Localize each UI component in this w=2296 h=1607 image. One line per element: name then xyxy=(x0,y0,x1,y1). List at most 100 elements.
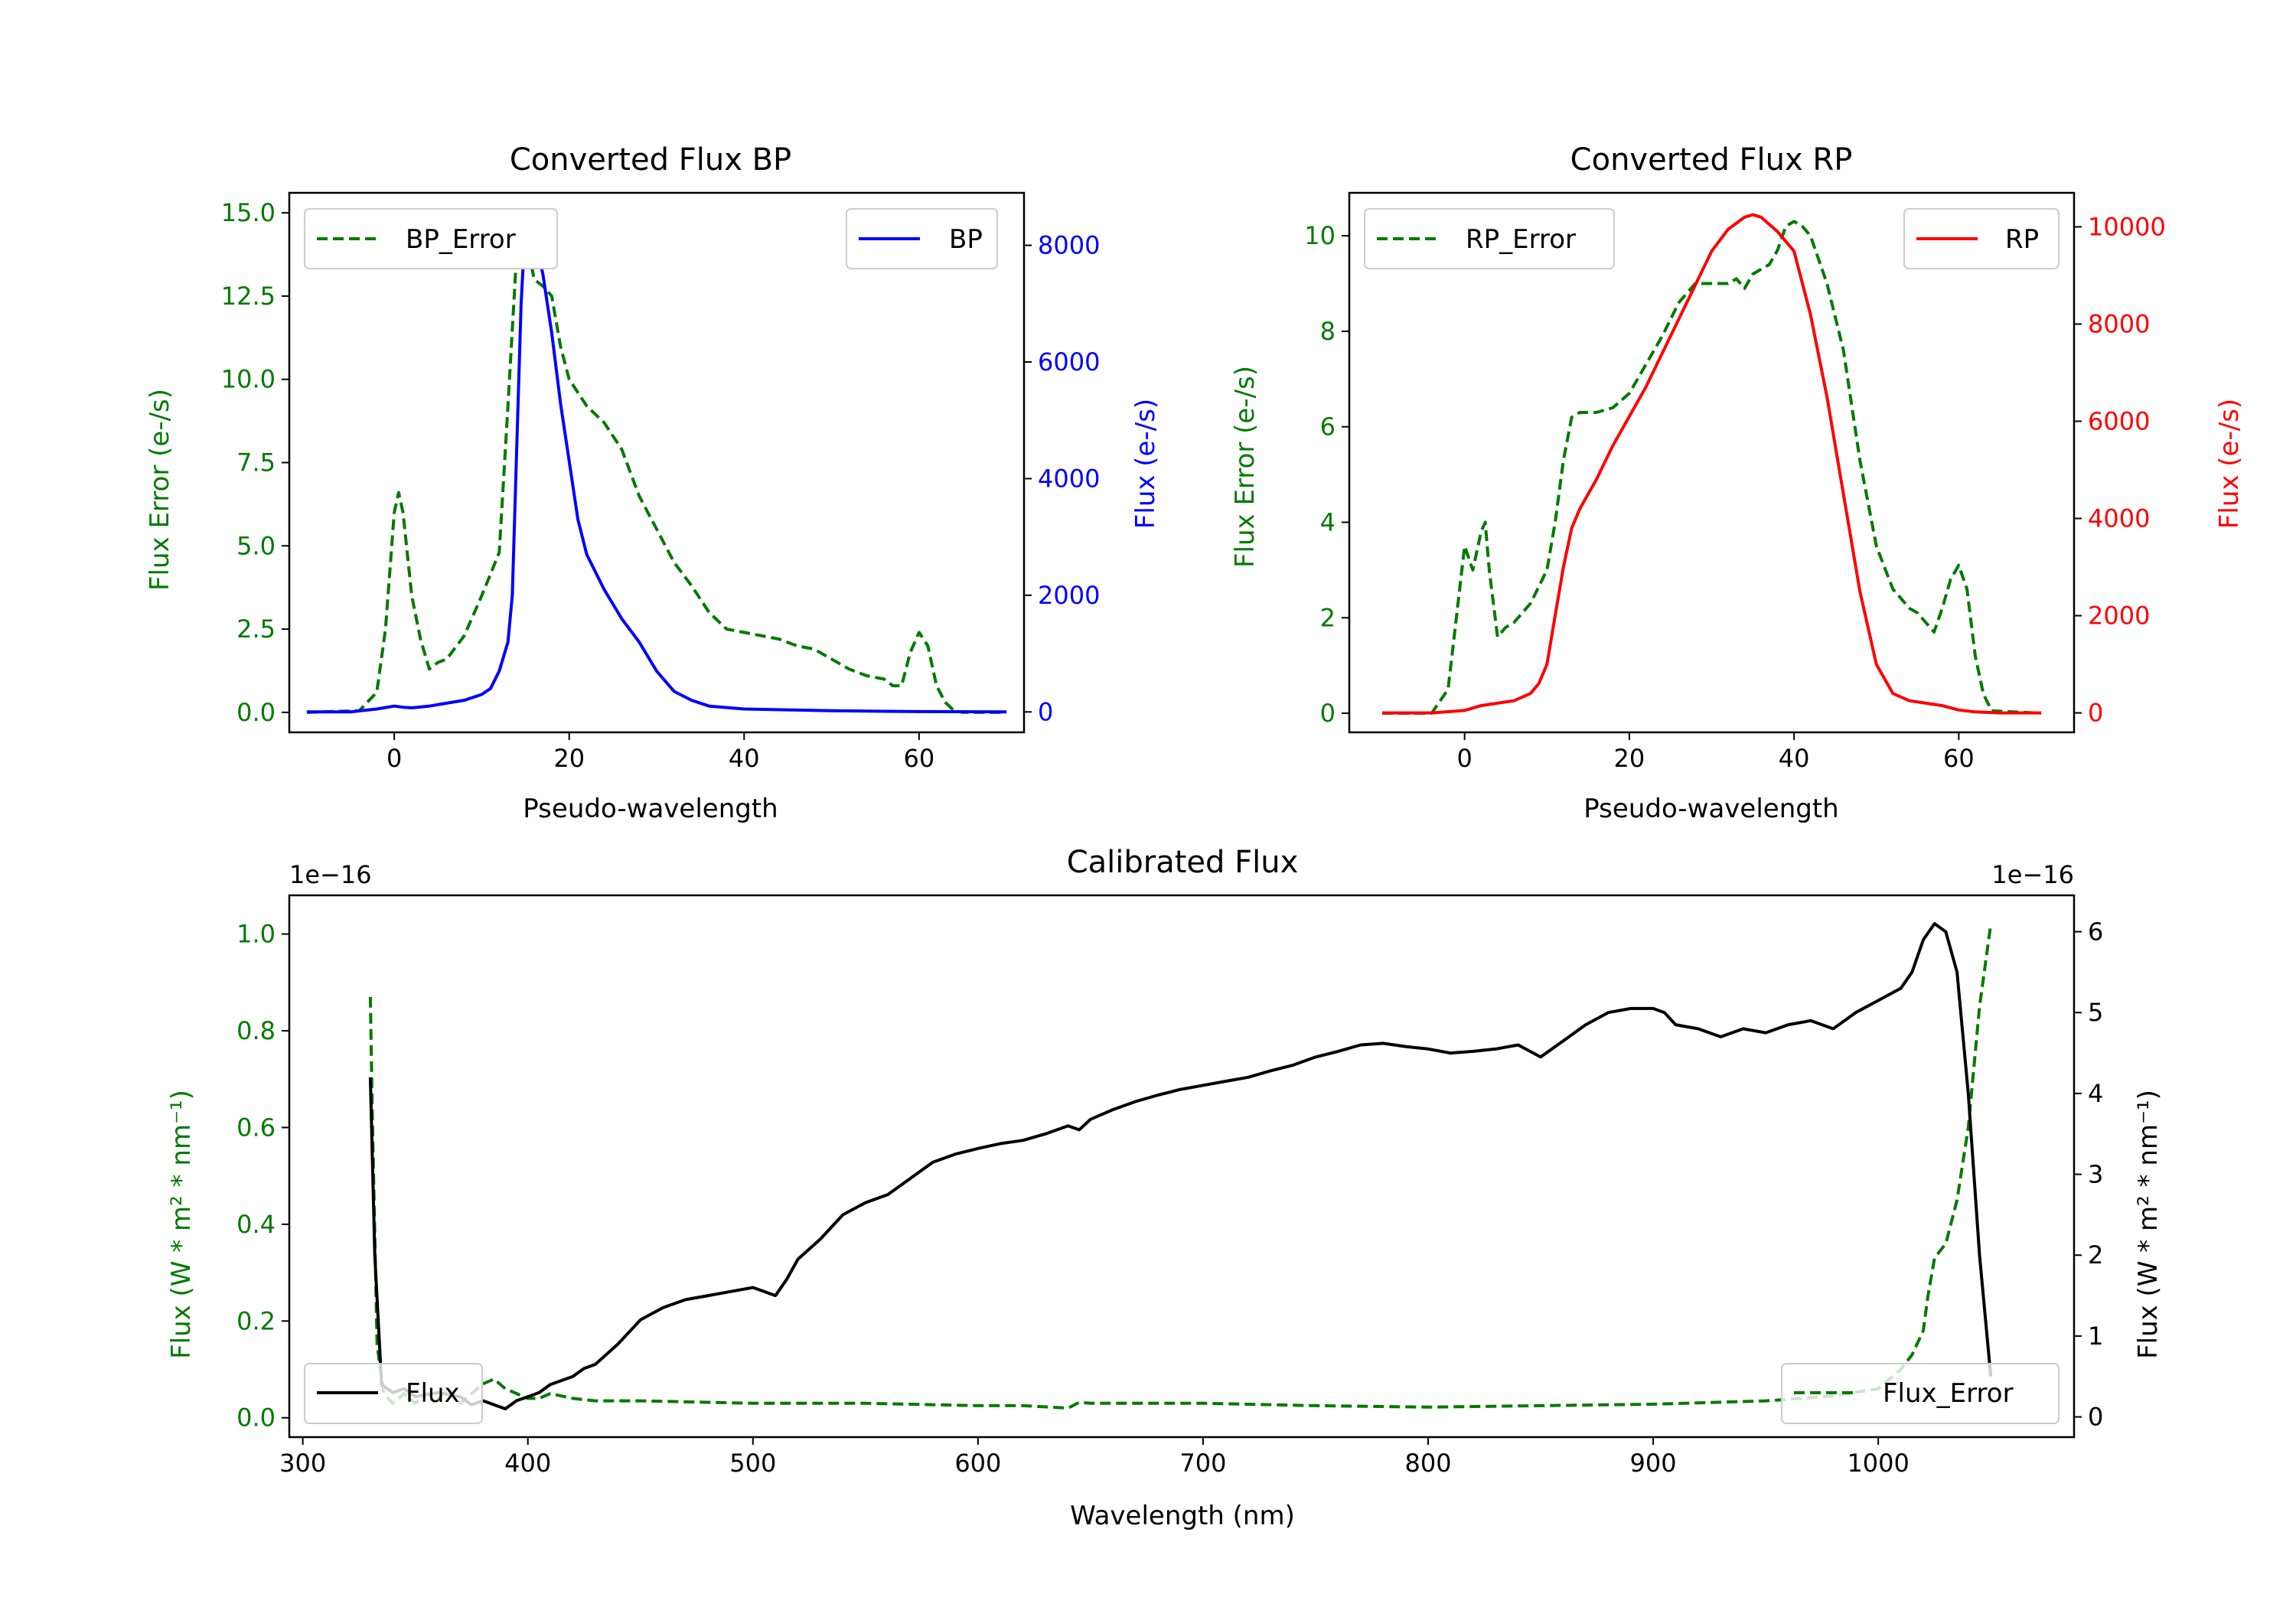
legend-label: Flux xyxy=(406,1378,460,1409)
left-y-tick-label: 0.0 xyxy=(236,698,276,727)
x-tick-label: 0 xyxy=(1456,744,1472,773)
rp-legend-right: RP xyxy=(1903,208,2060,269)
legend-frame xyxy=(846,208,998,269)
left-y-tick-label: 0.0 xyxy=(236,1403,276,1433)
left-y-tick-label: 2.5 xyxy=(236,614,276,644)
right-y-tick-label: 0 xyxy=(2088,1403,2103,1432)
left-y-tick-label: 7.5 xyxy=(236,448,276,478)
bp-title: Converted Flux BP xyxy=(510,142,791,178)
calibrated-legend-left: Flux xyxy=(304,1363,483,1424)
right-y-tick-label: 8000 xyxy=(1038,231,1100,260)
bp-error-line xyxy=(306,234,1007,714)
left-y-tick-label: 0.2 xyxy=(236,1306,276,1335)
right-y-tick-label: 6000 xyxy=(2088,407,2150,436)
left-y-tick-label: 15.0 xyxy=(221,198,276,227)
rp-left-y-axis-label: Flux Error (e-/s) xyxy=(1230,366,1261,568)
rp-flux-line xyxy=(1382,213,2041,715)
calibrated-right-y-axis-label: Flux (W * m² * nm⁻¹) xyxy=(2133,1090,2164,1359)
legend-frame xyxy=(304,1363,483,1424)
x-tick-label: 0 xyxy=(386,744,402,773)
x-tick-label: 700 xyxy=(1179,1449,1226,1478)
rp-right-y-axis-label: Flux (e-/s) xyxy=(2214,399,2245,529)
legend-label: RP_Error xyxy=(1466,224,1576,255)
calibrated-legend-right: Flux_Error xyxy=(1781,1363,2060,1424)
bp-flux-line xyxy=(306,214,1007,714)
x-tick-label: 20 xyxy=(1614,744,1645,773)
calibrated-flux-error-line xyxy=(368,924,1993,1410)
calibrated-right-offset: 1e−16 xyxy=(1991,860,2074,889)
x-tick-label: 60 xyxy=(903,744,934,773)
legend-label: BP_Error xyxy=(406,224,516,255)
left-y-tick-label: 8 xyxy=(1320,317,1336,346)
legend-label: BP xyxy=(949,224,983,255)
right-y-tick-label: 6 xyxy=(2088,918,2103,947)
right-y-tick-label: 2000 xyxy=(2088,601,2150,631)
right-y-tick-label: 4 xyxy=(2088,1079,2103,1108)
bp-panel: Converted Flux BP 0 20 40 60 0.0 2.5 5.0 7.5 10.… xyxy=(145,142,1161,824)
legend-frame xyxy=(1781,1363,2060,1424)
right-y-tick-label: 0 xyxy=(2088,699,2103,728)
left-y-tick-label: 4 xyxy=(1320,507,1336,536)
axes-frame xyxy=(288,191,1026,734)
right-y-tick-label: 2000 xyxy=(1038,581,1100,610)
bp-right-y-axis-label: Flux (e-/s) xyxy=(1130,399,1161,529)
rp-x-axis-label: Pseudo-wavelength xyxy=(1583,794,1838,824)
left-y-tick-label: 10.0 xyxy=(221,365,276,394)
x-tick-label: 500 xyxy=(729,1449,776,1478)
bp-legend-left: BP_Error xyxy=(304,208,558,269)
x-tick-label: 400 xyxy=(504,1449,551,1478)
right-y-tick-label: 2 xyxy=(2088,1240,2103,1270)
right-y-tick-label: 4000 xyxy=(1038,464,1100,493)
left-y-tick-label: 2 xyxy=(1320,603,1336,632)
legend-label: RP xyxy=(2005,224,2039,255)
rp-title: Converted Flux RP xyxy=(1570,142,1853,178)
left-y-tick-label: 6 xyxy=(1320,412,1336,442)
x-tick-label: 60 xyxy=(1943,744,1975,773)
x-tick-label: 300 xyxy=(279,1449,326,1478)
left-y-tick-label: 5.0 xyxy=(236,531,276,560)
calibrated-x-axis-label: Wavelength (nm) xyxy=(1070,1501,1295,1531)
rp-plot-area: 0 20 40 60 0 2 4 6 8 10 0 2000 4000 6000 8000 10000 xyxy=(1304,191,2166,773)
left-y-tick-label: 10 xyxy=(1304,221,1336,250)
left-y-tick-label: 0.4 xyxy=(236,1210,276,1239)
calibrated-panel: Calibrated Flux 1e−16 1e−16 300 400 500 600… xyxy=(166,845,2164,1531)
left-y-tick-label: 12.5 xyxy=(221,282,276,311)
bp-plot-area: 0 20 40 60 0.0 2.5 5.0 7.5 10.0 12.5 15.0 0 2000 4000… xyxy=(221,191,1100,773)
left-y-tick-label: 1.0 xyxy=(236,920,276,949)
right-y-tick-label: 3 xyxy=(2088,1160,2103,1189)
x-tick-label: 20 xyxy=(553,744,585,773)
bp-x-axis-label: Pseudo-wavelength xyxy=(523,794,778,824)
x-tick-label: 40 xyxy=(729,744,760,773)
calibrated-flux-line xyxy=(368,922,1993,1410)
rp-legend-left: RP_Error xyxy=(1364,208,1615,269)
right-y-tick-label: 6000 xyxy=(1038,347,1100,376)
legend-frame xyxy=(1364,208,1615,269)
calibrated-left-y-axis-label: Flux (W * m² * nm⁻¹) xyxy=(166,1090,197,1359)
left-y-tick-label: 0.6 xyxy=(236,1113,276,1142)
x-tick-label: 40 xyxy=(1779,744,1810,773)
x-tick-label: 1000 xyxy=(1847,1449,1909,1478)
left-y-tick-label: 0 xyxy=(1320,699,1336,728)
x-tick-label: 900 xyxy=(1630,1449,1677,1478)
right-y-tick-label: 5 xyxy=(2088,998,2103,1027)
right-y-tick-label: 4000 xyxy=(2088,504,2150,533)
axes-frame xyxy=(288,894,2076,1439)
bp-legend-right: BP xyxy=(846,208,998,269)
axes-frame xyxy=(1348,191,2076,734)
bp-left-y-axis-label: Flux Error (e-/s) xyxy=(145,389,175,591)
right-y-tick-label: 1 xyxy=(2088,1322,2103,1351)
x-tick-label: 600 xyxy=(954,1449,1001,1478)
legend-label: Flux_Error xyxy=(1883,1378,2014,1409)
calibrated-plot-area: 300 400 500 600 700 800 900 1000 0.0 0.2 0.4 0.6 0.8… xyxy=(236,894,2103,1478)
right-y-tick-label: 0 xyxy=(1038,697,1053,726)
left-y-tick-label: 0.8 xyxy=(236,1016,276,1045)
right-y-tick-label: 10000 xyxy=(2088,212,2166,241)
calibrated-title: Calibrated Flux xyxy=(1067,845,1299,880)
legend-frame xyxy=(1903,208,2060,269)
rp-error-line xyxy=(1382,220,2042,715)
right-y-tick-label: 8000 xyxy=(2088,309,2150,338)
rp-panel: Converted Flux RP 0 20 40 60 0 2 4 6 8 10 0 2000 400… xyxy=(1230,142,2245,824)
x-tick-label: 800 xyxy=(1404,1449,1451,1478)
legend-frame xyxy=(304,208,558,269)
